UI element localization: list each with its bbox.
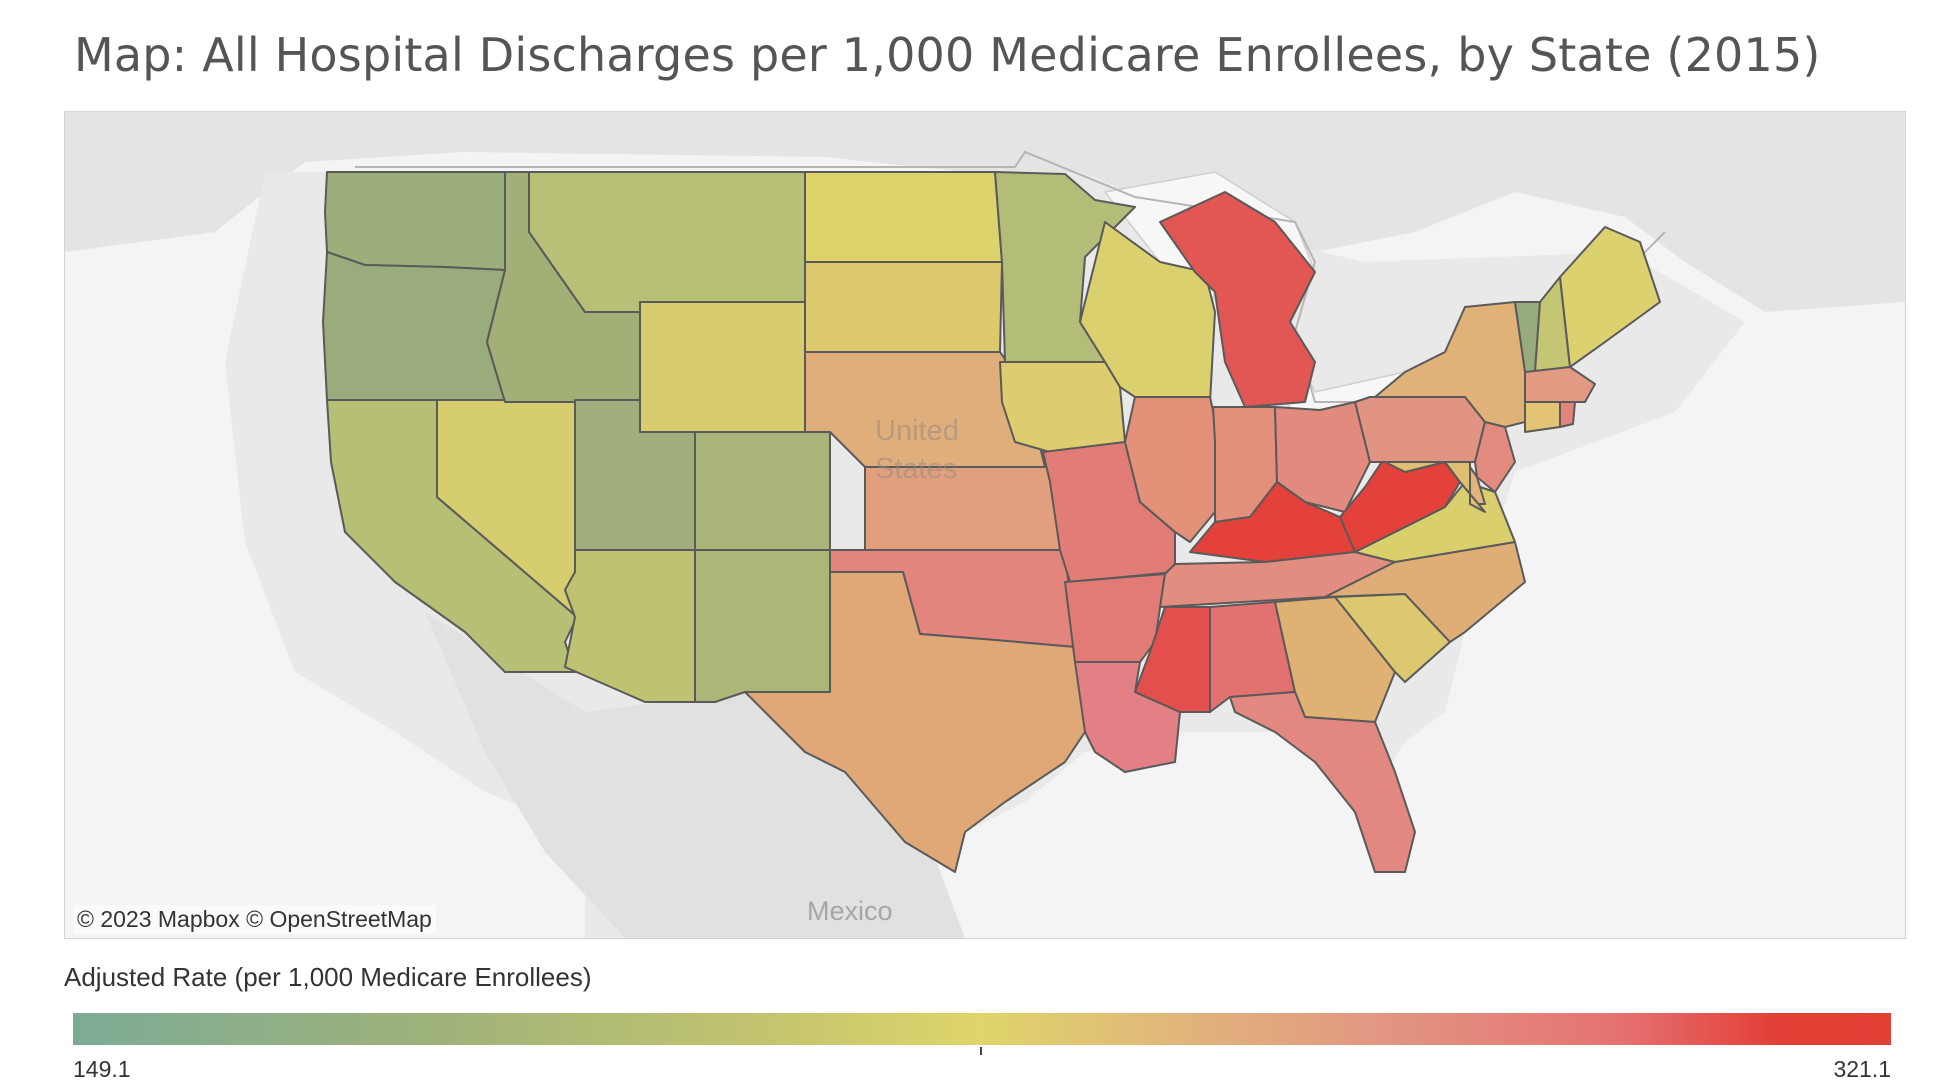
label-mexico: Mexico [807,896,893,926]
state-florida[interactable] [1229,691,1416,873]
state-minnesota[interactable] [994,171,1136,363]
state-massachusetts[interactable] [1524,366,1596,403]
legend-title: Adjusted Rate (per 1,000 Medicare Enroll… [64,962,592,992]
legend-midpoint-tick [980,1047,982,1055]
state-maryland[interactable] [1384,461,1486,513]
basemap-land-canada [65,112,1905,312]
map-svg[interactable] [65,112,1905,938]
basemap-land-mexico [425,612,965,938]
state-connecticut[interactable] [1524,401,1561,433]
page-title: Map: All Hospital Discharges per 1,000 M… [74,28,1821,82]
state-rhode-island[interactable] [1559,401,1576,428]
legend-color-ramp [73,1013,1891,1045]
state-washington[interactable] [324,171,506,271]
state-arkansas[interactable] [1064,573,1166,663]
label-united-states-line1: United [875,415,959,447]
state-new-mexico[interactable] [694,549,831,703]
state-wyoming[interactable] [639,301,806,433]
state-north-dakota[interactable] [804,171,1003,263]
state-pennsylvania[interactable] [1354,396,1486,463]
legend-min-value: 149.1 [73,1056,131,1082]
state-louisiana[interactable] [1074,661,1181,773]
state-montana[interactable] [528,171,806,313]
label-united-states-line2: States [875,453,958,485]
state-south-dakota[interactable] [804,261,1003,353]
legend-max-value: 321.1 [1833,1056,1891,1082]
state-oregon[interactable] [322,251,506,403]
state-texas[interactable] [744,571,1086,873]
state-iowa[interactable] [999,361,1126,453]
map-attribution[interactable]: © 2023 Mapbox © OpenStreetMap [73,905,436,934]
state-colorado[interactable] [694,431,831,551]
state-new-jersey[interactable] [1474,421,1516,493]
state-michigan[interactable] [1159,191,1316,408]
map-canvas[interactable]: United States Mexico © 2023 Mapbox © Ope… [64,111,1906,939]
label-united-states: United States [875,412,959,488]
states-layer[interactable] [322,171,1661,873]
